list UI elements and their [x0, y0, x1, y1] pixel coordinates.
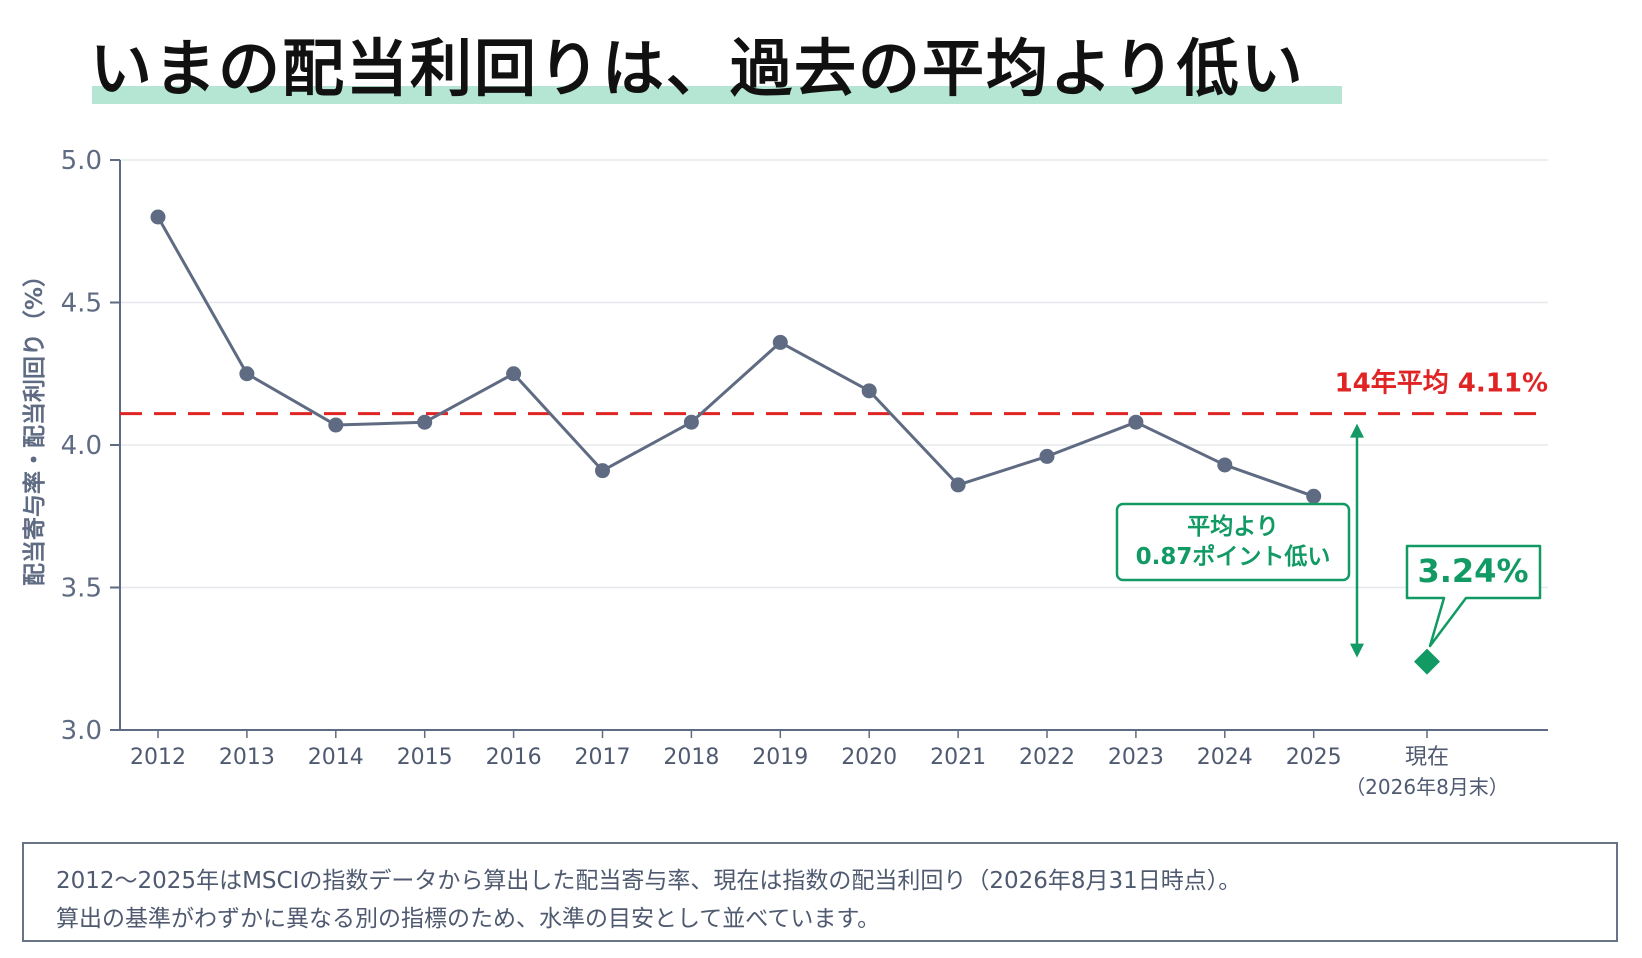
gap-annotation-group: 平均より 0.87ポイント低い [1115, 423, 1364, 658]
title-underline [92, 86, 1342, 104]
data-point [1306, 488, 1322, 504]
average-line-group: 14年平均 4.11% [120, 368, 1548, 416]
data-point [239, 366, 255, 382]
x-tick-label: 2019 [752, 745, 808, 770]
x-tick-label: 2014 [308, 745, 364, 770]
x-tick-label-current-date: （2026年8月末） [1345, 775, 1509, 799]
x-tick-label: 2022 [1019, 745, 1075, 770]
x-tick-label: 2017 [575, 745, 631, 770]
footnote-box: 2012〜2025年はMSCIの指数データから算出した配当寄与率、現在は指数の配… [22, 842, 1618, 942]
gap-arrow-head-down [1350, 643, 1364, 658]
data-point [417, 414, 433, 430]
series-line-group [150, 209, 1322, 504]
page-title: いまの配当利回りは、過去の平均より低い [90, 32, 1305, 105]
x-tick-label-current: 現在 [1405, 745, 1449, 770]
axes [119, 160, 1548, 731]
series-line [156, 216, 1315, 498]
x-tick-label: 2020 [841, 745, 897, 770]
y-tick-label: 5.0 [61, 146, 102, 176]
y-axis-label: 配当寄与率・配当利回り（%） [21, 264, 48, 586]
data-point [861, 383, 877, 399]
grid-lines [110, 159, 1548, 731]
data-point [1217, 457, 1233, 473]
average-label: 14年平均 4.11% [1335, 368, 1548, 399]
dividend-yield-chart: 3.0 3.5 4.0 4.5 5.0 2012 2013 2014 2015 2016 2017… [21, 146, 1548, 799]
y-tick-label: 3.5 [61, 574, 102, 604]
x-tick-label: 2024 [1197, 745, 1253, 770]
footnote-line-1: 2012〜2025年はMSCIの指数データから算出した配当寄与率、現在は指数の配… [56, 868, 1242, 894]
data-point [1039, 448, 1055, 464]
y-tick-label: 3.0 [61, 716, 102, 746]
gap-arrow-head-up [1350, 423, 1364, 438]
data-point [328, 417, 344, 433]
footnote-line-2: 算出の基準がわずかに異なる別の指標のため、水準の目安として並べています。 [56, 906, 881, 932]
y-tick-label: 4.5 [61, 289, 102, 319]
x-tick-label: 2023 [1108, 745, 1164, 770]
gap-annotation-line-1: 平均より [1187, 513, 1279, 540]
x-tick-label: 2013 [219, 745, 275, 770]
x-tick-label: 2021 [930, 745, 986, 770]
data-point [950, 477, 966, 493]
y-tick-label: 4.0 [61, 431, 102, 461]
x-tick-label: 2025 [1286, 745, 1342, 770]
x-tick-label: 2016 [486, 745, 542, 770]
x-tick-labels: 2012 2013 2014 2015 2016 2017 2018 2019 2020 2021… [130, 730, 1509, 799]
data-point [506, 366, 522, 382]
current-point-diamond [1414, 648, 1440, 675]
gap-annotation-box [1115, 502, 1351, 582]
x-tick-label: 2012 [130, 745, 186, 770]
y-tick-labels: 3.0 3.5 4.0 4.5 5.0 [61, 146, 102, 746]
current-callout-value: 3.24% [1417, 552, 1528, 590]
x-tick-label: 2015 [397, 745, 453, 770]
data-point [150, 209, 166, 225]
current-point-group: 3.24% [1405, 544, 1542, 675]
data-point [772, 334, 788, 350]
data-point [595, 463, 610, 479]
x-tick-label: 2018 [663, 745, 719, 770]
data-point [1128, 414, 1144, 430]
current-callout-bubble [1405, 544, 1542, 648]
gap-annotation-line-2: 0.87ポイント低い [1136, 543, 1331, 570]
data-point [683, 414, 699, 430]
title-wrap: いまの配当利回りは、過去の平均より低い [90, 18, 1305, 108]
